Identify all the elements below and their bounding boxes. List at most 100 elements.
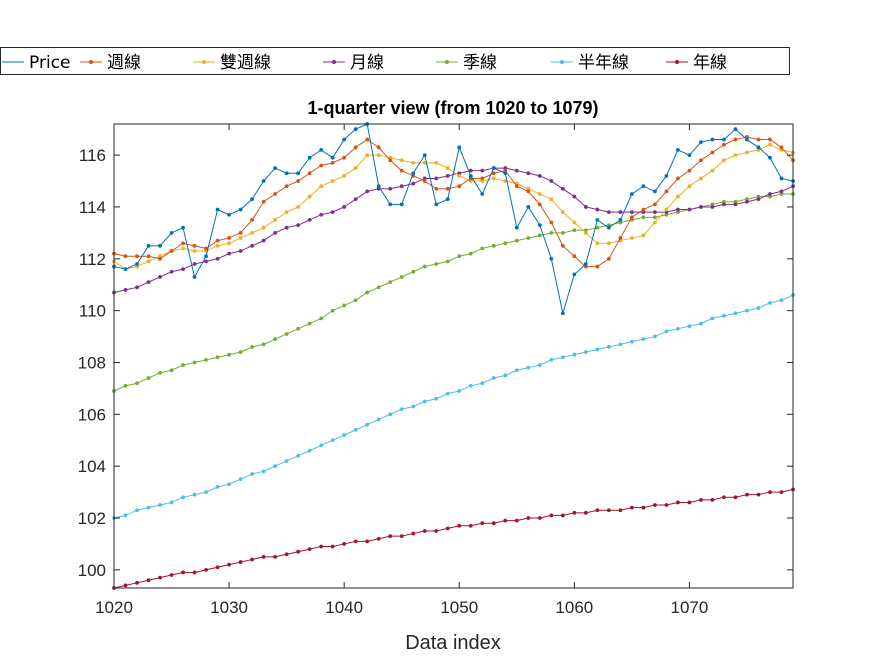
series-5-point: [181, 363, 185, 367]
series-5-point: [192, 360, 197, 365]
series-2-point: [135, 254, 139, 259]
series-4-point: [745, 199, 749, 204]
series-1-point: [526, 205, 531, 209]
series-7-point: [123, 583, 128, 588]
series-1-point: [204, 254, 208, 259]
series-7-point: [549, 513, 554, 518]
series-2-point: [434, 186, 439, 191]
series-5-point: [365, 290, 370, 295]
series-3-point: [192, 249, 197, 253]
series-5-point: [664, 212, 669, 217]
series-3-point: [537, 192, 542, 196]
series-6-point: [457, 389, 462, 393]
series-2-point: [664, 189, 669, 194]
series-5-point: [342, 303, 347, 308]
series-3-point: [227, 241, 231, 246]
series-2-point: [192, 243, 197, 248]
series-7-point: [169, 573, 174, 577]
series-2-line: [113, 136, 794, 268]
series-5-point: [261, 342, 266, 347]
series-3-point: [181, 246, 185, 251]
series-7-point: [468, 523, 473, 528]
series-2-point: [733, 137, 738, 142]
series-6-point: [434, 396, 439, 401]
series-6-point: [284, 459, 289, 463]
series-1-point: [480, 192, 485, 196]
series-7-point: [399, 534, 404, 539]
series-5-point: [330, 308, 335, 313]
series-4-point: [779, 189, 784, 194]
series-3-point: [342, 173, 347, 178]
series-2-point: [756, 137, 761, 142]
series-4-point: [606, 210, 611, 215]
series-5-point: [319, 316, 324, 321]
series-6-point: [146, 505, 151, 510]
series-6-point: [468, 383, 473, 388]
series-5-point: [169, 368, 174, 373]
series-2-point: [722, 142, 726, 147]
series-6-point: [422, 399, 427, 404]
series-7-point: [135, 580, 139, 585]
series-6-point: [687, 324, 692, 329]
series-5-point: [457, 254, 462, 259]
series-2-point: [388, 158, 393, 163]
series-6-point: [606, 345, 611, 349]
series-3-point: [353, 166, 358, 170]
series-6-point: [641, 337, 646, 342]
series-2-point: [480, 176, 485, 181]
legend-label: 年線: [693, 53, 727, 73]
series-6-point: [480, 381, 485, 386]
series-2-point: [595, 264, 600, 269]
legend-item-3: 雙週線: [193, 53, 271, 73]
series-7-point: [457, 523, 462, 528]
series-6-point: [722, 313, 726, 318]
series-2-point: [238, 230, 243, 235]
series-4-point: [319, 212, 324, 217]
series-4-point: [560, 186, 565, 191]
legend-label: 月線: [350, 53, 384, 73]
series-1-point: [250, 197, 255, 202]
series-2-point: [353, 145, 358, 150]
series-5-point: [227, 352, 231, 357]
legend: Price 週線 雙週線 月線 季線 半年線 年線: [0, 47, 790, 75]
series-2-point: [261, 199, 266, 204]
series-4-point: [296, 223, 301, 227]
series-1-point: [399, 202, 404, 207]
series-2-point: [699, 158, 703, 163]
series-1-point: [284, 171, 289, 176]
series-7-point: [641, 505, 646, 510]
series-7-point: [503, 518, 508, 523]
series-1-point: [514, 225, 519, 230]
series-4-point: [123, 288, 128, 292]
series-6-point: [192, 492, 197, 497]
series-5-point: [745, 197, 749, 202]
series-3-point: [284, 210, 289, 215]
series-3-point: [676, 194, 680, 199]
series-4-point: [273, 230, 278, 235]
series-1-point: [135, 262, 139, 266]
series-6-point: [445, 391, 450, 396]
series-7-point: [583, 510, 588, 515]
series-4-point: [468, 168, 473, 173]
series-6-point: [745, 308, 749, 313]
series-3-point: [560, 210, 565, 215]
series-6-point: [491, 376, 496, 380]
series-4-point: [342, 205, 347, 209]
series-5-point: [146, 376, 151, 380]
legend-label: Price: [29, 53, 70, 73]
y-tick-label: 116: [79, 146, 106, 165]
series-7-point: [722, 495, 726, 500]
series-4-point: [227, 251, 231, 256]
series-2-point: [123, 254, 128, 259]
series-1-point: [146, 243, 151, 248]
series-3-point: [653, 220, 657, 225]
series-6-point: [215, 485, 220, 489]
series-5-line: [113, 193, 793, 392]
series-6-line: [113, 294, 794, 519]
series-4-point: [307, 218, 312, 222]
series-4-point: [445, 173, 450, 178]
series-7-point: [146, 578, 151, 583]
series-7-point: [629, 505, 634, 510]
series-1-point: [422, 153, 427, 158]
series-2-point: [181, 241, 185, 246]
